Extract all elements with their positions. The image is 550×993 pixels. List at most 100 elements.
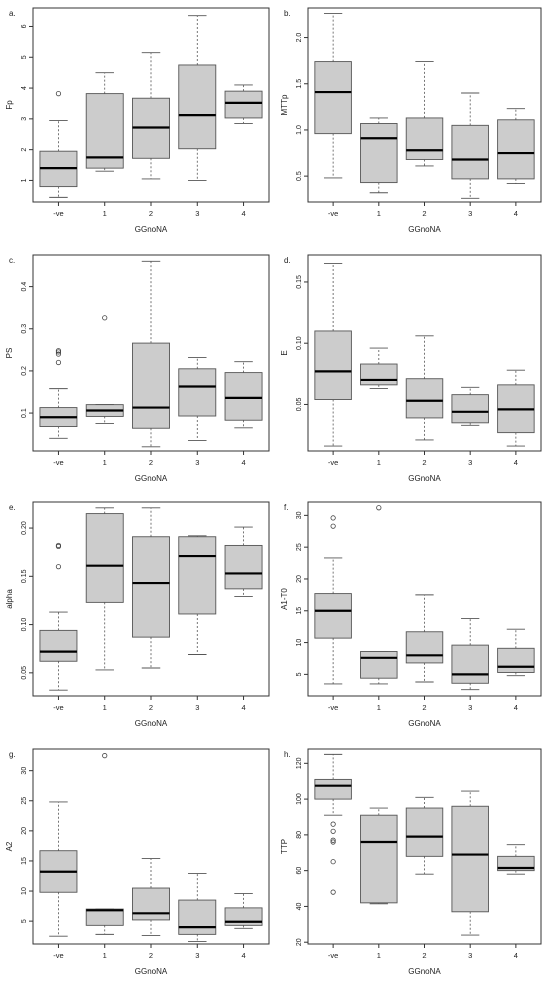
- outlier-point: [55, 359, 62, 366]
- outlier-point: [102, 753, 108, 759]
- x-tick-label: 2: [149, 209, 153, 218]
- box-1: [85, 507, 124, 671]
- x-tick-label: 2: [149, 458, 153, 467]
- y-axis-label: TTP: [280, 839, 289, 854]
- x-axis-label: GGnoNA: [408, 719, 441, 728]
- x-axis-label: GGnoNA: [135, 474, 168, 483]
- iqr-box: [178, 899, 217, 935]
- iqr-box: [314, 330, 352, 401]
- y-tick-label: 5: [21, 919, 28, 923]
- y-axis-label: E: [280, 350, 289, 355]
- iqr-box: [224, 544, 263, 590]
- panel-label: b.: [284, 9, 291, 18]
- box-3: [451, 617, 489, 691]
- box-2: [405, 594, 444, 683]
- panel-label: c.: [9, 256, 15, 265]
- y-tick-label: 25: [296, 543, 303, 551]
- panel-label: e.: [9, 503, 16, 512]
- y-tick-label: 0.15: [21, 569, 28, 583]
- outlier-point: [55, 351, 62, 357]
- y-tick-label: 10: [296, 639, 303, 647]
- y-tick-label: 5: [296, 672, 303, 676]
- outlier-point: [330, 889, 336, 895]
- panel-d: d. 0.05 0.10 0.15 E -ve 1 2 3 4 GGnoNA: [280, 254, 542, 483]
- iqr-box: [85, 513, 124, 603]
- x-tick-label: 2: [422, 209, 426, 218]
- y-tick-label: 20: [296, 575, 303, 583]
- iqr-box: [314, 778, 352, 800]
- outlier-point: [330, 515, 336, 521]
- y-tick-label: 40: [296, 902, 303, 910]
- box-4: [497, 108, 535, 184]
- x-tick-label: 3: [468, 703, 472, 712]
- iqr-box: [132, 536, 170, 638]
- iqr-box: [132, 887, 170, 921]
- box-3: [178, 873, 217, 943]
- box-4: [224, 84, 263, 124]
- iqr-box: [314, 61, 352, 135]
- y-axis-label: PS: [5, 348, 14, 359]
- y-tick-label: 15: [21, 857, 28, 865]
- y-tick-label: 100: [296, 793, 303, 805]
- x-tick-label: -ve: [328, 209, 338, 218]
- y-tick-label: 0.1: [21, 408, 28, 418]
- y-tick-label: 30: [296, 511, 303, 519]
- iqr-box: [360, 123, 398, 184]
- x-tick-label: 3: [195, 209, 199, 218]
- x-axis-label: GGnoNA: [135, 719, 168, 728]
- iqr-box: [85, 93, 124, 169]
- y-tick-label: 4: [21, 86, 28, 90]
- box--ve: [39, 91, 78, 198]
- x-tick-label: -ve: [328, 703, 338, 712]
- x-tick-label: 1: [103, 209, 107, 218]
- x-tick-label: 1: [103, 703, 107, 712]
- x-axis-label: GGnoNA: [408, 967, 441, 976]
- iqr-box: [360, 363, 398, 386]
- box-2: [132, 858, 170, 937]
- box-2: [405, 796, 444, 875]
- panel-c: c. 0.1 0.2 0.3 0.4 PS -ve 1 2 3 4 GGnoNA: [5, 254, 270, 483]
- outlier-point: [330, 837, 336, 843]
- x-tick-label: 4: [514, 458, 518, 467]
- outlier-point: [55, 91, 62, 97]
- box-1: [85, 753, 124, 935]
- iqr-box: [314, 593, 352, 639]
- panel-label: d.: [284, 256, 291, 265]
- iqr-box: [224, 372, 263, 421]
- x-tick-label: -ve: [53, 209, 63, 218]
- panel-label: h.: [284, 750, 291, 759]
- x-tick-label: 2: [422, 703, 426, 712]
- y-tick-label: 80: [296, 831, 303, 839]
- iqr-box: [497, 647, 535, 673]
- y-tick-label: 5: [21, 55, 28, 59]
- y-tick-label: 20: [21, 827, 28, 835]
- box-4: [224, 892, 263, 929]
- iqr-box: [405, 378, 444, 419]
- y-tick-label: 25: [21, 797, 28, 805]
- y-tick-label: 0.3: [21, 324, 28, 334]
- box-2: [405, 61, 444, 167]
- box-3: [451, 386, 489, 426]
- y-tick-label: 20: [296, 938, 303, 946]
- y-tick-label: 0.05: [21, 666, 28, 680]
- x-tick-label: 2: [422, 458, 426, 467]
- box-1: [360, 117, 398, 194]
- panel-g: g. 5 10 15 20 25 30 A2 -ve 1 2 3 4 GGnoNA: [5, 748, 270, 976]
- box-1: [360, 807, 398, 905]
- x-tick-label: -ve: [328, 951, 338, 960]
- iqr-box: [360, 651, 398, 679]
- iqr-box: [405, 807, 444, 857]
- x-tick-label: 3: [195, 458, 199, 467]
- y-axis-label: alpha: [5, 589, 14, 609]
- x-axis-label: GGnoNA: [135, 967, 168, 976]
- outlier-point: [330, 821, 336, 827]
- y-tick-label: 15: [296, 607, 303, 615]
- box-4: [224, 361, 263, 429]
- y-tick-label: 1.0: [296, 125, 303, 135]
- box--ve: [39, 801, 78, 937]
- y-tick-label: 60: [296, 867, 303, 875]
- outlier-point: [102, 315, 108, 321]
- y-tick-label: 10: [21, 887, 28, 895]
- x-tick-label: -ve: [53, 458, 63, 467]
